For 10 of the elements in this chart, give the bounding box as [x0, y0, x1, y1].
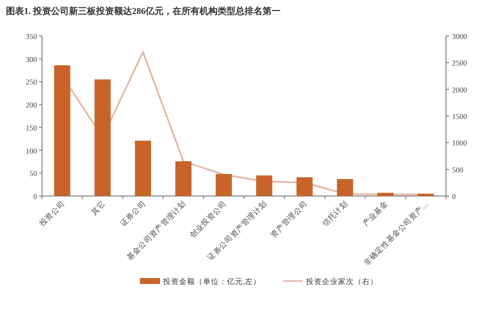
bar	[134, 140, 152, 196]
bar	[336, 179, 354, 196]
bar	[54, 65, 70, 196]
bar	[175, 161, 192, 196]
bar	[296, 177, 313, 196]
bar	[256, 175, 272, 196]
bar	[94, 79, 111, 196]
bar	[216, 174, 232, 196]
chart-title: 图表1. 投资公司新三板投资额达286亿元，在所有机构类型总排名第一	[6, 6, 280, 16]
bar	[377, 192, 394, 196]
